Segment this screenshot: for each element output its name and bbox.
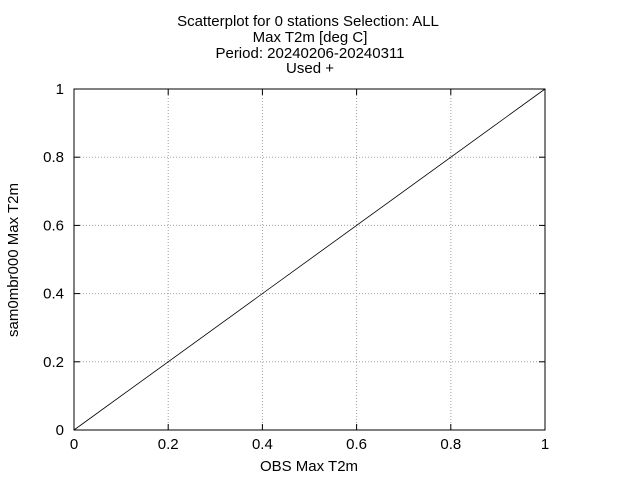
y-tick-label: 0.4 xyxy=(43,286,64,303)
reference-line-group xyxy=(73,88,546,431)
x-tick-label: 1 xyxy=(541,436,549,453)
title-line-3: Period: 20240206-20240311 xyxy=(215,45,404,62)
title-line-1: Scatterplot for 0 stations Selection: AL… xyxy=(177,13,439,30)
x-axis-label: OBS Max T2m xyxy=(260,458,358,475)
y-tick-label: 0.8 xyxy=(43,149,64,166)
grid-lines xyxy=(74,89,545,430)
y-tick-label: 0 xyxy=(56,422,64,439)
title-line-4: Used + xyxy=(286,60,334,77)
y-tick-label: 0.6 xyxy=(43,217,64,234)
chart-title: Scatterplot for 0 stations Selection: AL… xyxy=(177,13,439,77)
x-axis-ticks: 0 0.2 0.4 0.6 0.8 1 xyxy=(70,89,549,453)
title-line-2: Max T2m [deg C] xyxy=(253,29,368,46)
x-tick-label: 0 xyxy=(70,436,78,453)
x-tick-label: 0.6 xyxy=(346,436,367,453)
reference-line xyxy=(73,88,546,431)
x-tick-label: 0.4 xyxy=(252,436,273,453)
y-axis-label: sam0mbr000 Max T2m xyxy=(5,183,22,337)
y-tick-label: 0.2 xyxy=(43,354,64,371)
x-tick-label: 0.2 xyxy=(158,436,179,453)
x-tick-label: 0.8 xyxy=(440,436,461,453)
y-tick-label: 1 xyxy=(56,81,64,98)
y-axis-ticks: 0 0.2 0.4 0.6 0.8 1 xyxy=(43,81,545,439)
plot-frame xyxy=(73,88,546,431)
